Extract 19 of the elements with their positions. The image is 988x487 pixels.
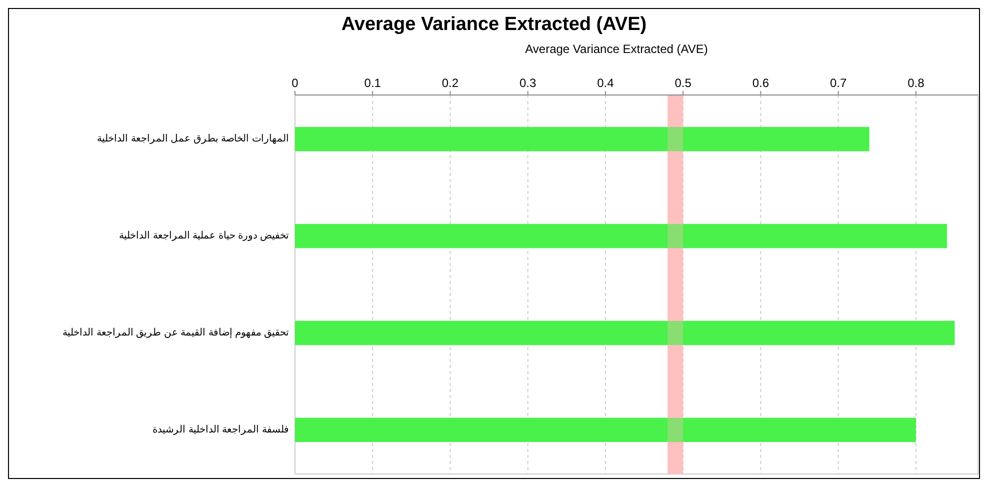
x-tick-label: 0.8	[908, 76, 925, 90]
x-tick-label: 0.2	[442, 76, 459, 90]
bar	[295, 126, 870, 152]
bar	[295, 418, 916, 442]
y-tick-label: تحقيق مفهوم إضافة القيمة عن طريق المراجعة الداخلية	[62, 328, 289, 339]
x-tick-label: 0.6	[752, 76, 770, 90]
x-tick-label: 0.3	[519, 76, 537, 90]
y-tick-label: المهارات الخاصة بطرق عمل المراجعة الداخلية	[97, 134, 289, 145]
y-tick-label: فلسفة المراجعة الداخلية الرشيدة	[152, 424, 289, 436]
x-tick-label: 0.4	[597, 76, 614, 90]
y-tick-label: تخفيض دورة حياة عملية المراجعة الداخلية	[119, 230, 289, 242]
x-axis-title: Average Variance Extracted (AVE)	[525, 42, 708, 56]
bar	[295, 224, 947, 248]
x-tick-label: 0.7	[830, 76, 847, 90]
chart-title: Average Variance Extracted (AVE)	[341, 14, 647, 35]
bar	[295, 320, 955, 346]
x-tick-label: 0.1	[364, 76, 382, 90]
x-tick-label: 0.5	[674, 76, 692, 90]
x-tick-label: 0	[292, 76, 299, 90]
